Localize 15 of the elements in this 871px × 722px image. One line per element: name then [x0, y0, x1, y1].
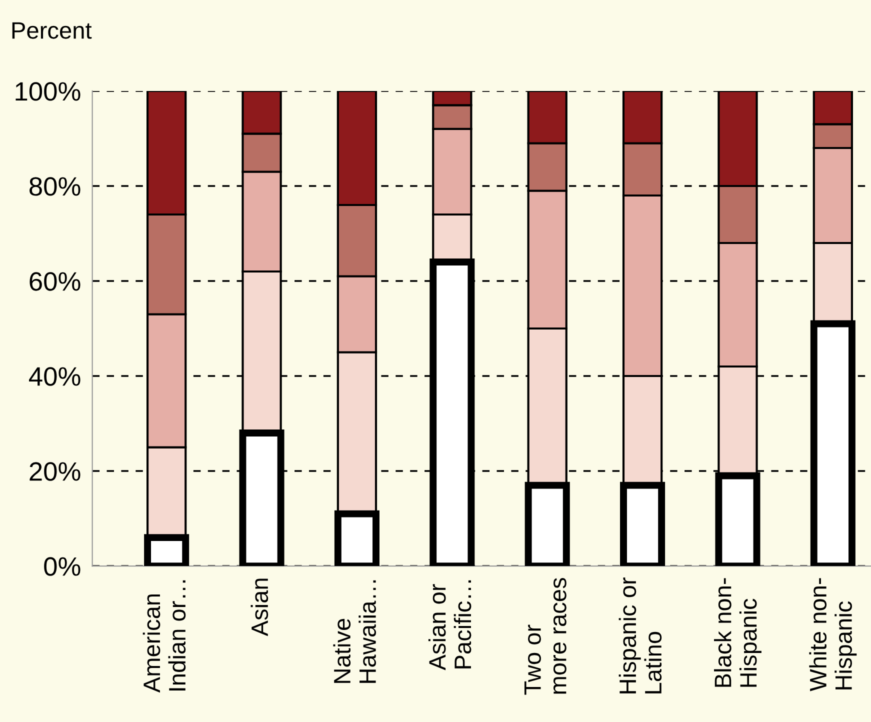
- y-axis-title: Percent: [12, 22, 92, 39]
- y-tick-label: 20%: [30, 462, 80, 481]
- x-tick-label: Black non- Hispanic: [714, 578, 762, 687]
- y-tick-label: 0%: [44, 557, 80, 576]
- x-tick-label: Hispanic or Latino: [618, 578, 662, 694]
- x-tick-label: American Indian or…: [142, 580, 186, 693]
- x-tick-label: Asian or Pacific…: [428, 580, 472, 670]
- x-tick-label: Asian: [250, 578, 268, 636]
- y-tick-label: 60%: [30, 272, 80, 291]
- y-tick-label: 40%: [29, 367, 80, 386]
- y-tick-label: 100%: [16, 82, 80, 101]
- x-tick-label: Native Hawaiia…: [333, 580, 376, 683]
- x-tick-label: White non- Hispanic: [809, 578, 857, 692]
- y-tick-label: 80%: [30, 177, 80, 196]
- x-tick-label: Two or more races: [524, 578, 566, 695]
